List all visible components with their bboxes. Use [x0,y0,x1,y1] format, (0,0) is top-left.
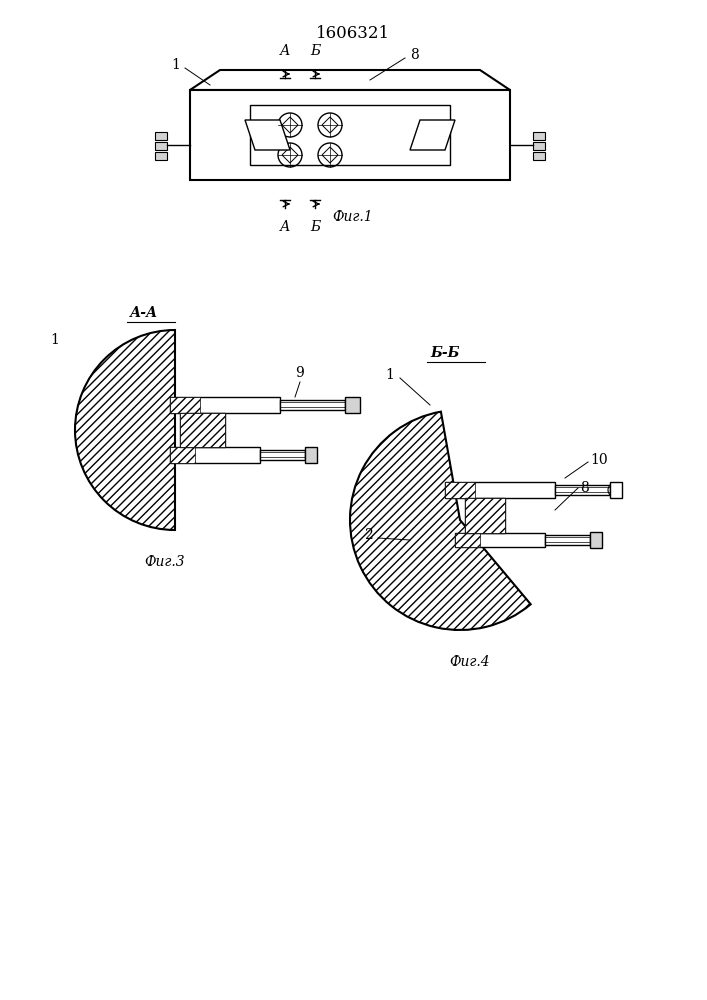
Text: 8: 8 [410,48,419,62]
Bar [555,485,610,495]
Bar [155,132,167,140]
Polygon shape [282,147,298,163]
Bar [155,152,167,160]
Bar [280,400,345,410]
Text: Б-Б: Б-Б [430,346,460,360]
Bar [170,447,195,463]
Bar [445,482,475,498]
Bar [590,532,602,548]
Text: 1: 1 [385,368,395,382]
Text: 1606321: 1606321 [316,25,390,42]
Wedge shape [350,412,531,630]
Polygon shape [410,120,455,150]
Bar [170,397,200,413]
Text: 2: 2 [363,528,373,542]
Text: А: А [280,220,291,234]
Bar [250,105,450,165]
Bar [465,498,505,533]
Polygon shape [282,117,298,133]
Bar [533,152,545,160]
Text: Фиг.4: Фиг.4 [450,655,491,669]
Text: А: А [280,44,291,58]
Bar [190,90,510,180]
Bar [455,533,545,547]
Bar [180,413,225,447]
Bar [260,450,305,460]
Text: А-А: А-А [130,306,158,320]
Bar [170,397,280,413]
Text: Фиг.1: Фиг.1 [333,210,373,224]
Text: Б: Б [310,44,320,58]
Polygon shape [190,70,510,90]
Bar [610,482,622,498]
Bar [465,498,505,533]
Text: 8: 8 [580,481,589,495]
Bar [533,132,545,140]
Bar [455,533,480,547]
Bar [533,142,545,150]
Bar [180,413,225,447]
Polygon shape [322,147,338,163]
Text: 10: 10 [590,453,607,467]
Bar [155,142,167,150]
Text: 9: 9 [296,366,305,380]
Wedge shape [75,330,175,530]
Bar [170,447,260,463]
Text: 1: 1 [171,58,180,72]
Text: Фиг.3: Фиг.3 [145,555,185,569]
Bar [305,447,317,463]
Polygon shape [322,117,338,133]
Bar [545,535,590,545]
Polygon shape [245,120,290,150]
Text: 1: 1 [51,333,59,347]
Bar [345,397,360,413]
Bar [445,482,555,498]
Text: Б: Б [310,220,320,234]
